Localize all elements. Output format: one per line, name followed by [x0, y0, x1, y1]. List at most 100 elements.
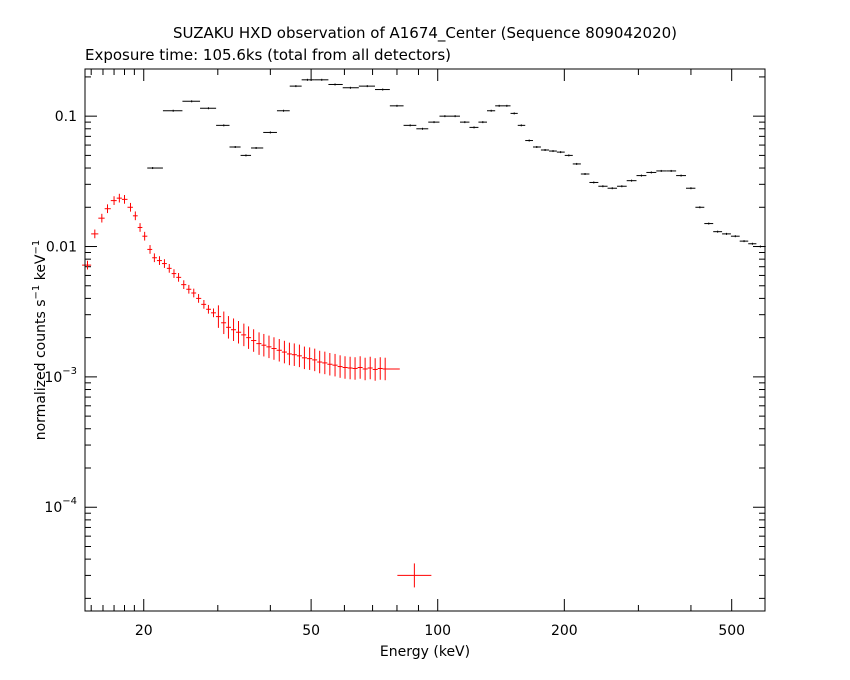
data-point: [200, 107, 217, 110]
data-point: [171, 269, 177, 278]
data-point: [276, 339, 282, 362]
data-point: [201, 300, 207, 309]
data-point: [229, 145, 241, 148]
data-point: [503, 104, 511, 107]
data-point: [549, 150, 557, 153]
data-point: [246, 326, 252, 349]
data-point: [276, 109, 290, 112]
data-point: [389, 104, 404, 107]
data-point: [166, 263, 172, 273]
data-point: [191, 288, 197, 298]
data-point: [206, 304, 211, 314]
y-tick-label: 0.1: [55, 109, 77, 125]
data-point: [495, 104, 504, 107]
data-point: [337, 355, 343, 378]
data-point: [377, 357, 383, 380]
data-point: [240, 154, 252, 157]
y-tick-label-exponent: −4: [62, 496, 77, 507]
data-point: [156, 256, 162, 265]
x-tick-label: 50: [302, 623, 320, 639]
data-point: [328, 83, 343, 86]
data-point: [196, 294, 202, 303]
data-point: [372, 358, 378, 381]
y-tick-label-base: 10: [44, 370, 62, 386]
x-tick-label: 200: [551, 623, 578, 639]
data-point: [256, 332, 262, 355]
y-axis-label-mid: keV: [33, 254, 49, 285]
data-point: [564, 154, 573, 157]
data-point: [236, 320, 242, 344]
data-point: [580, 172, 590, 175]
data-point: [216, 124, 230, 127]
data-point: [104, 204, 111, 214]
data-point: [162, 109, 183, 112]
data-point: [459, 121, 470, 124]
y-tick-label: 10−3: [44, 366, 77, 386]
data-point: [327, 352, 333, 376]
data-point: [110, 196, 117, 205]
series-1: [147, 78, 766, 248]
data-point: [281, 340, 287, 364]
data-point: [91, 229, 99, 239]
y-axis-label-prefix: normalized counts s: [33, 299, 49, 440]
data-point: [307, 347, 313, 370]
data-point: [532, 145, 541, 148]
data-point: [317, 350, 323, 374]
y-tick-label-base: 10: [44, 500, 62, 516]
data-point: [686, 187, 696, 190]
data-point: [152, 253, 157, 263]
data-point: [730, 235, 740, 238]
data-point: [263, 131, 277, 134]
data-points: [82, 78, 766, 588]
data-point: [646, 171, 657, 174]
data-point: [121, 195, 128, 204]
data-point: [540, 149, 550, 152]
data-point: [416, 127, 429, 130]
data-point: [301, 346, 308, 370]
data-point: [374, 88, 390, 91]
data-point: [517, 124, 526, 127]
data-point: [367, 356, 373, 380]
x-tick-label: 500: [718, 623, 745, 639]
data-point: [291, 343, 297, 366]
data-point: [478, 121, 487, 124]
data-point: [230, 318, 237, 341]
data-point: [296, 344, 302, 368]
data-point: [748, 242, 757, 245]
data-point: [486, 109, 496, 112]
data-point: [358, 85, 375, 88]
y-axis-label: normalized counts s−1 keV−1: [31, 240, 49, 441]
x-axis-label: Energy (keV): [380, 644, 470, 660]
data-point: [589, 181, 599, 184]
y-tick-label: 0.01: [46, 240, 77, 256]
data-point: [666, 169, 677, 172]
data-point: [266, 335, 272, 359]
data-point: [510, 112, 518, 115]
data-point: [176, 273, 182, 282]
data-point: [161, 259, 167, 268]
data-point: [137, 223, 143, 232]
data-point: [342, 356, 348, 379]
data-point: [397, 563, 432, 588]
y-tick-label: 10−4: [44, 496, 77, 516]
data-point: [132, 211, 138, 221]
data-point: [525, 139, 533, 142]
series-2: [82, 193, 432, 588]
data-point: [403, 124, 417, 127]
data-point: [352, 357, 358, 380]
data-point: [722, 232, 731, 235]
data-point: [556, 151, 565, 154]
y-tick-label-exponent: −3: [62, 366, 77, 377]
data-point: [98, 213, 105, 223]
x-tick-label: 100: [424, 623, 451, 639]
data-point: [357, 356, 363, 379]
data-point: [301, 78, 315, 81]
y-axis-label-exp2: −1: [31, 240, 42, 255]
data-point: [332, 353, 338, 377]
x-tick-label: 20: [135, 623, 153, 639]
data-point: [251, 329, 257, 352]
data-point: [739, 240, 749, 243]
data-point: [181, 280, 187, 289]
